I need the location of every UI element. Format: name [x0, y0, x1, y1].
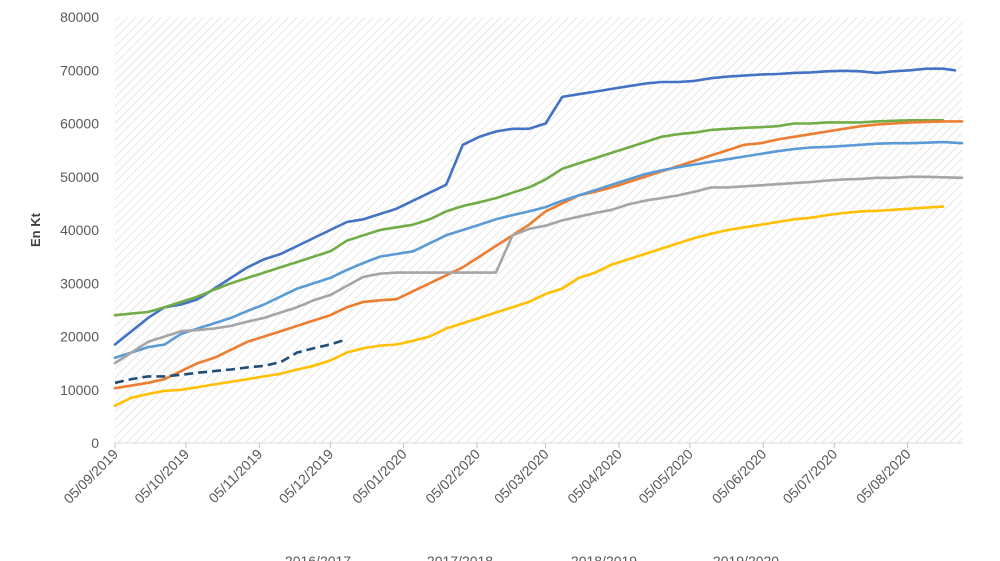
x-tick-label: 05/03/2020: [491, 446, 552, 507]
series-line-5: [113, 175, 964, 365]
x-tick-label: 05/11/2019: [205, 446, 265, 506]
x-axis: 05/09/2019 05/10/2019 05/11/2019 05/12/2019…: [60, 442, 962, 507]
series-line-3: [113, 120, 964, 390]
series-line-2: [113, 119, 945, 317]
legend-label: 2018/2019: [571, 553, 637, 561]
x-tick-label: 05/10/2019: [131, 446, 192, 507]
legend: 2016/2017 2017/2018 2018/2019 2019/2020: [285, 553, 779, 561]
y-tick-label: 30000: [60, 275, 99, 291]
x-tick-label: 05/05/2020: [635, 446, 696, 507]
x-tick-label: 05/08/2020: [853, 446, 914, 507]
x-tick-label: 05/06/2020: [709, 446, 770, 507]
x-tick-label: 05/01/2020: [349, 446, 410, 507]
series-layer: [113, 67, 964, 408]
y-tick-label: 50000: [60, 169, 99, 185]
y-tick-label: 70000: [60, 62, 99, 78]
y-tick-label: 60000: [60, 116, 99, 132]
x-tick-label: 05/02/2020: [422, 446, 483, 507]
legend-label: 2019/2020: [713, 553, 779, 561]
series-line-1: [113, 67, 957, 346]
series-line-4: [113, 140, 964, 360]
x-tick-label: 05/07/2020: [779, 446, 840, 507]
series-line-7: [114, 337, 348, 385]
x-tick-label: 05/12/2019: [276, 446, 337, 507]
y-tick-label: 80000: [60, 9, 99, 25]
y-tick-label: 0: [91, 435, 99, 451]
y-axis-title: En Kt: [28, 212, 43, 247]
x-tick-label: 05/09/2019: [60, 446, 121, 507]
legend-label: 2016/2017: [285, 553, 351, 561]
y-tick-label: 40000: [60, 222, 99, 238]
plot-area: [115, 17, 962, 443]
y-tick-label: 10000: [60, 382, 99, 398]
y-tick-label: 20000: [60, 329, 99, 345]
x-tick-label: 05/04/2020: [564, 446, 625, 507]
legend-label: 2017/2018: [427, 553, 493, 561]
series-line-6: [113, 205, 945, 408]
y-axis: 0 10000 20000 30000 40000 50000 60000 70000 8000…: [60, 9, 99, 451]
